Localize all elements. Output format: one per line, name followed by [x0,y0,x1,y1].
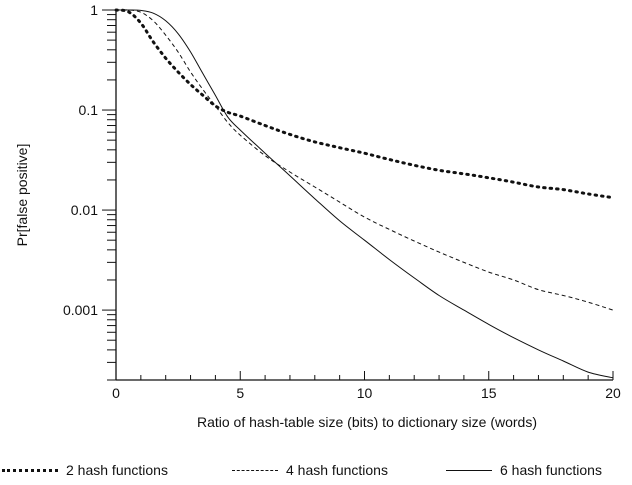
legend-label: 6 hash functions [500,462,602,478]
series-4-hash-functions [115,9,614,311]
x-tick-label: 20 [605,385,621,401]
x-tick-label: 0 [112,385,120,401]
y-tick-label: 1 [90,2,98,18]
series-2-hash-functions [114,8,615,200]
y-tick-label: 0.001 [63,302,98,318]
y-tick-label: 0.1 [79,102,99,118]
legend-swatch-dotted [2,468,58,472]
legend: 2 hash functions 4 hash functions 6 hash… [0,458,632,482]
x-tick-label: 15 [481,385,497,401]
x-tick-label: 10 [357,385,373,401]
legend-item-2-hash: 2 hash functions [2,458,168,482]
series-6-hash-functions [115,9,614,379]
y-tick-label: 0.01 [71,202,98,218]
x-axis-label: Ratio of hash-table size (bits) to dicti… [197,414,537,430]
legend-swatch-solid [446,469,492,471]
legend-item-6-hash: 6 hash functions [446,458,602,482]
legend-swatch-dashed [232,469,278,471]
legend-item-4-hash: 4 hash functions [232,458,388,482]
series-layer [114,8,615,379]
axes: 1 0.1 0.01 0.001 0 5 10 15 20 [63,2,621,401]
y-axis-label: Pr[false positive] [14,144,30,247]
legend-label: 2 hash functions [66,462,168,478]
legend-label: 4 hash functions [286,462,388,478]
x-tick-label: 5 [236,385,244,401]
